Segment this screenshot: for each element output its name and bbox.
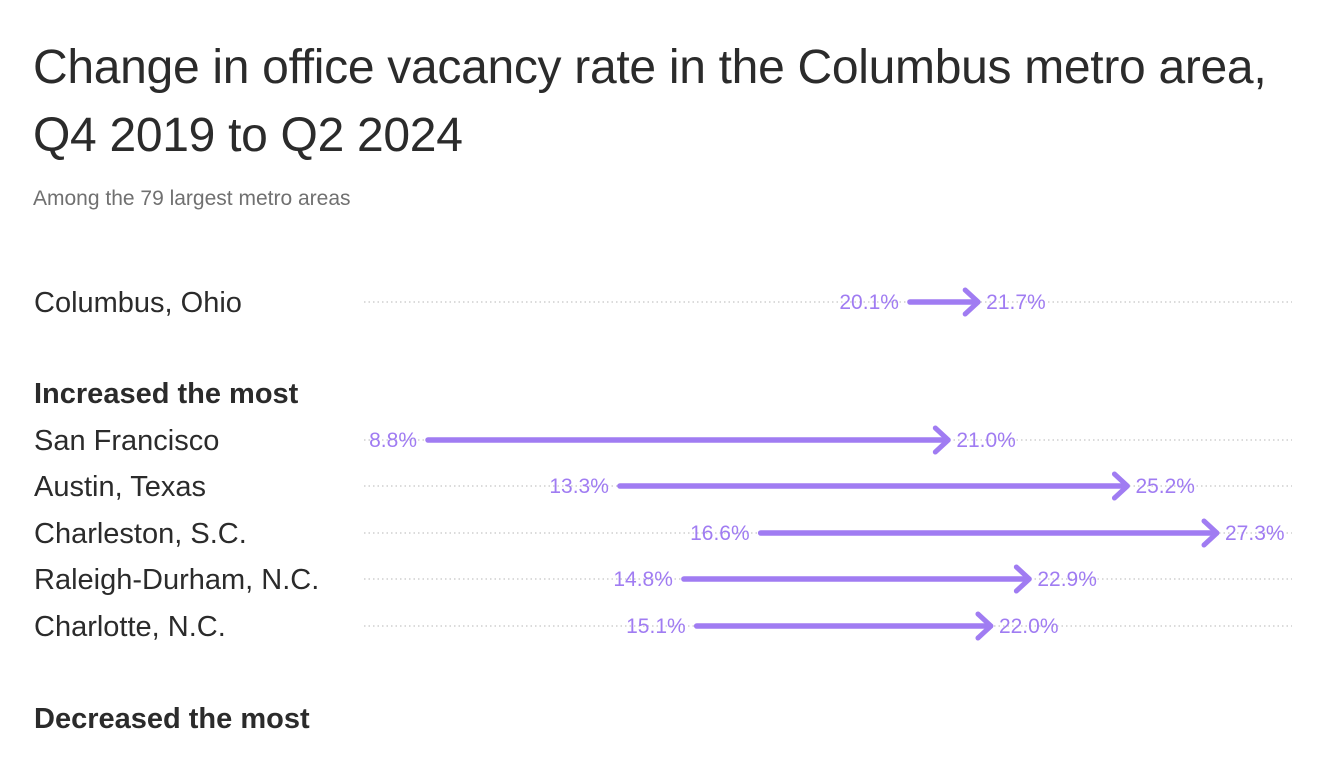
- chart-subtitle: Among the 79 largest metro areas: [33, 187, 351, 210]
- arrow-head: [1201, 518, 1220, 548]
- arrow-head: [975, 611, 994, 641]
- start-value-label: 15.1%: [626, 615, 686, 638]
- row-label: Charleston, S.C.: [34, 518, 247, 550]
- end-value-label: 22.9%: [1037, 568, 1097, 591]
- row-label: San Francisco: [34, 425, 219, 457]
- start-value-label: 20.1%: [839, 291, 899, 314]
- arrow-head: [962, 287, 981, 317]
- row-label: Austin, Texas: [34, 471, 206, 503]
- arrow-head: [932, 425, 951, 455]
- start-value-label: 8.8%: [369, 429, 417, 452]
- end-value-label: 21.7%: [986, 291, 1046, 314]
- start-value-label: 13.3%: [549, 475, 609, 498]
- end-value-label: 25.2%: [1135, 475, 1195, 498]
- end-value-label: 21.0%: [956, 429, 1016, 452]
- chart-title: Change in office vacancy rate in the Col…: [33, 41, 1267, 162]
- row-label: Columbus, Ohio: [34, 287, 242, 319]
- row-label: Raleigh-Durham, N.C.: [34, 564, 319, 596]
- arrow-head: [1111, 471, 1130, 501]
- start-value-label: 14.8%: [613, 568, 673, 591]
- row-label: Charlotte, N.C.: [34, 611, 226, 643]
- group-label: Increased the most: [34, 378, 299, 410]
- start-value-label: 16.6%: [690, 522, 750, 545]
- end-value-label: 22.0%: [999, 615, 1059, 638]
- arrow-head: [1013, 564, 1032, 594]
- end-value-label: 27.3%: [1225, 522, 1285, 545]
- group-label: Decreased the most: [34, 703, 310, 735]
